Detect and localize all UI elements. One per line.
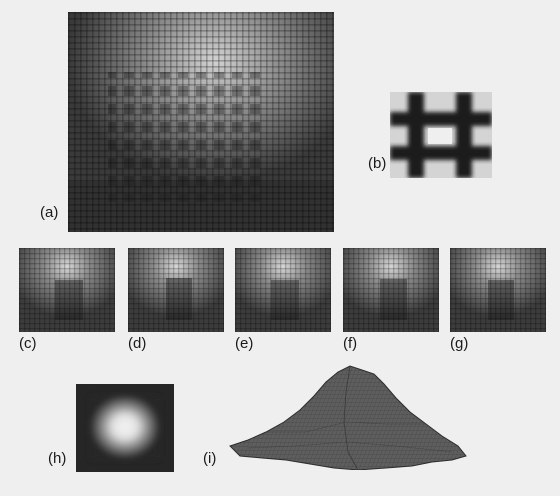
panel-c-label: (c) (19, 335, 37, 352)
panel-e-label: (e) (235, 335, 254, 352)
panel-e-small-image (235, 248, 331, 332)
panel-c-small-image (19, 248, 115, 332)
texture-image-svg (68, 12, 334, 232)
panel-d-label: (d) (128, 335, 147, 352)
small-image-f-svg (343, 248, 439, 332)
texture-period-svg (390, 92, 492, 178)
panel-a-label: (a) (40, 204, 59, 221)
panel-b-texture-period (390, 92, 492, 178)
small-image-c-svg (19, 248, 115, 332)
panel-a-texture-image (68, 12, 334, 232)
gaussian-blob-svg (76, 384, 174, 472)
small-image-g-svg (450, 248, 546, 332)
panel-g-small-image (450, 248, 546, 332)
panel-b-label: (b) (368, 155, 387, 172)
surface-plot-svg (229, 365, 467, 470)
small-image-d-svg (128, 248, 224, 332)
panel-f-small-image (343, 248, 439, 332)
panel-i-label: (i) (203, 450, 217, 467)
panel-i-3d-surface-plot (226, 362, 472, 470)
panel-f-label: (f) (343, 335, 358, 352)
panel-h-gaussian-blob (76, 384, 174, 472)
panel-h-label: (h) (48, 450, 67, 467)
panel-g-label: (g) (450, 335, 469, 352)
small-image-e-svg (235, 248, 331, 332)
panel-d-small-image (128, 248, 224, 332)
